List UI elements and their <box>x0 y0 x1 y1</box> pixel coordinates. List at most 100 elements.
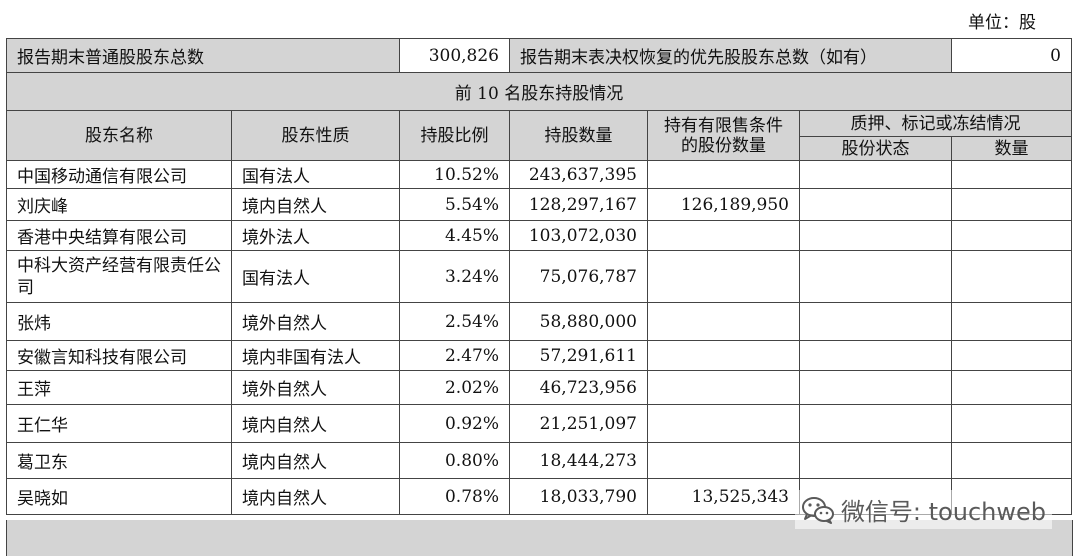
pledge-quantity <box>951 302 1072 341</box>
header-pledge-status: 股份状态 <box>799 136 952 161</box>
holding-ratio: 3.24% <box>399 250 510 303</box>
header-ratio: 持股比例 <box>399 110 510 161</box>
header-quantity: 持股数量 <box>509 110 648 161</box>
pledge-quantity <box>951 442 1072 479</box>
header-row-1: 股东名称 股东性质 持股比例 持股数量 持有有限售条件的股份数量 质押、标记或冻… <box>6 110 1072 161</box>
preferred-holders-value: 0 <box>951 38 1072 73</box>
pledge-status <box>799 404 952 443</box>
holding-quantity: 243,637,395 <box>509 160 648 189</box>
section-title: 前 10 名股东持股情况 <box>6 72 1072 111</box>
shareholder-nature: 境内自然人 <box>231 188 400 221</box>
pledge-quantity <box>951 250 1072 303</box>
restricted-quantity <box>647 160 800 189</box>
holding-quantity: 57,291,611 <box>509 340 648 371</box>
pledge-status <box>799 370 952 405</box>
holding-ratio: 2.47% <box>399 340 510 371</box>
holding-ratio: 5.54% <box>399 188 510 221</box>
watermark-text: 微信号: touchweb <box>840 498 1046 526</box>
pledge-quantity <box>951 188 1072 221</box>
shareholder-name: 吴晓如 <box>6 478 232 515</box>
pledge-status <box>799 188 952 221</box>
common-holders-value: 300,826 <box>399 38 510 73</box>
wechat-icon <box>801 496 834 524</box>
pledge-quantity <box>951 220 1072 251</box>
shareholder-name: 王仁华 <box>6 404 232 443</box>
shareholder-name: 香港中央结算有限公司 <box>6 220 232 251</box>
pledge-status <box>799 250 952 303</box>
summary-row: 报告期末普通股股东总数 300,826 报告期末表决权恢复的优先股股东总数（如有… <box>6 38 1072 73</box>
holding-quantity: 18,033,790 <box>509 478 648 515</box>
holding-ratio: 2.54% <box>399 302 510 341</box>
holding-quantity: 21,251,097 <box>509 404 648 443</box>
watermark: 微信号: touchweb <box>794 490 1052 529</box>
holding-quantity: 18,444,273 <box>509 442 648 479</box>
shareholder-nature: 境外自然人 <box>231 370 400 405</box>
restricted-quantity: 126,189,950 <box>647 188 800 221</box>
pledge-status <box>799 160 952 189</box>
shareholder-nature: 境内自然人 <box>231 478 400 515</box>
holding-quantity: 58,880,000 <box>509 302 648 341</box>
header-nature: 股东性质 <box>231 110 400 161</box>
holding-ratio: 2.02% <box>399 370 510 405</box>
shareholder-name: 王萍 <box>6 370 232 405</box>
shareholder-nature: 国有法人 <box>231 160 400 189</box>
shareholder-name: 刘庆峰 <box>6 188 232 221</box>
pledge-quantity <box>951 160 1072 189</box>
shareholder-nature: 境外自然人 <box>231 302 400 341</box>
table-row: 中科大资产经营有限责任公司 国有法人 3.24% 75,076,787 <box>6 250 1072 303</box>
shareholder-name: 葛卫东 <box>6 442 232 479</box>
holding-quantity: 75,076,787 <box>509 250 648 303</box>
pledge-status <box>799 442 952 479</box>
table-row: 刘庆峰 境内自然人 5.54% 128,297,167 126,189,950 <box>6 188 1072 221</box>
shareholder-name: 安徽言知科技有限公司 <box>6 340 232 371</box>
table-row: 王仁华 境内自然人 0.92% 21,251,097 <box>6 404 1072 443</box>
header-restricted: 持有有限售条件的股份数量 <box>647 110 800 161</box>
table-row: 中国移动通信有限公司 国有法人 10.52% 243,637,395 <box>6 160 1072 189</box>
pledge-status <box>799 220 952 251</box>
header-pledge-quantity: 数量 <box>951 136 1072 161</box>
shareholder-nature: 国有法人 <box>231 250 400 303</box>
holding-quantity: 103,072,030 <box>509 220 648 251</box>
unit-label: 单位：股 <box>968 13 1036 33</box>
pledge-status <box>799 302 952 341</box>
common-holders-label: 报告期末普通股股东总数 <box>6 38 400 73</box>
shareholder-table: 报告期末普通股股东总数 300,826 报告期末表决权恢复的优先股股东总数（如有… <box>6 38 1072 515</box>
pledge-quantity <box>951 404 1072 443</box>
holding-ratio: 0.92% <box>399 404 510 443</box>
shareholder-name: 中科大资产经营有限责任公司 <box>6 250 232 303</box>
shareholder-nature: 境内自然人 <box>231 442 400 479</box>
table-row: 王萍 境外自然人 2.02% 46,723,956 <box>6 370 1072 405</box>
pledge-status <box>799 340 952 371</box>
restricted-quantity <box>647 370 800 405</box>
table-row: 葛卫东 境内自然人 0.80% 18,444,273 <box>6 442 1072 479</box>
restricted-quantity <box>647 302 800 341</box>
holding-ratio: 10.52% <box>399 160 510 189</box>
table-row: 安徽言知科技有限公司 境内非国有法人 2.47% 57,291,611 <box>6 340 1072 371</box>
shareholder-nature: 境外法人 <box>231 220 400 251</box>
restricted-quantity <box>647 220 800 251</box>
restricted-quantity <box>647 442 800 479</box>
shareholder-nature: 境内自然人 <box>231 404 400 443</box>
holding-ratio: 4.45% <box>399 220 510 251</box>
pledge-quantity <box>951 370 1072 405</box>
pledge-quantity <box>951 340 1072 371</box>
table-row: 吴晓如 境内自然人 0.78% 18,033,790 13,525,343 <box>6 478 1072 515</box>
header-name: 股东名称 <box>6 110 232 161</box>
shareholder-nature: 境内非国有法人 <box>231 340 400 371</box>
header-row-2: 股份状态 数量 <box>7 136 1072 161</box>
shareholder-name: 中国移动通信有限公司 <box>6 160 232 189</box>
restricted-quantity: 13,525,343 <box>647 478 800 515</box>
section-title-row: 前 10 名股东持股情况 <box>6 72 1072 111</box>
restricted-quantity <box>647 340 800 371</box>
holding-quantity: 46,723,956 <box>509 370 648 405</box>
shareholder-name: 张炜 <box>6 302 232 341</box>
holding-quantity: 128,297,167 <box>509 188 648 221</box>
restricted-quantity <box>647 250 800 303</box>
preferred-holders-label: 报告期末表决权恢复的优先股股东总数（如有） <box>509 38 952 73</box>
header-pledge-group: 质押、标记或冻结情况 <box>799 110 1072 137</box>
holding-ratio: 0.80% <box>399 442 510 479</box>
table-row: 张炜 境外自然人 2.54% 58,880,000 <box>6 302 1072 341</box>
holding-ratio: 0.78% <box>399 478 510 515</box>
table-row: 香港中央结算有限公司 境外法人 4.45% 103,072,030 <box>6 220 1072 251</box>
restricted-quantity <box>647 404 800 443</box>
